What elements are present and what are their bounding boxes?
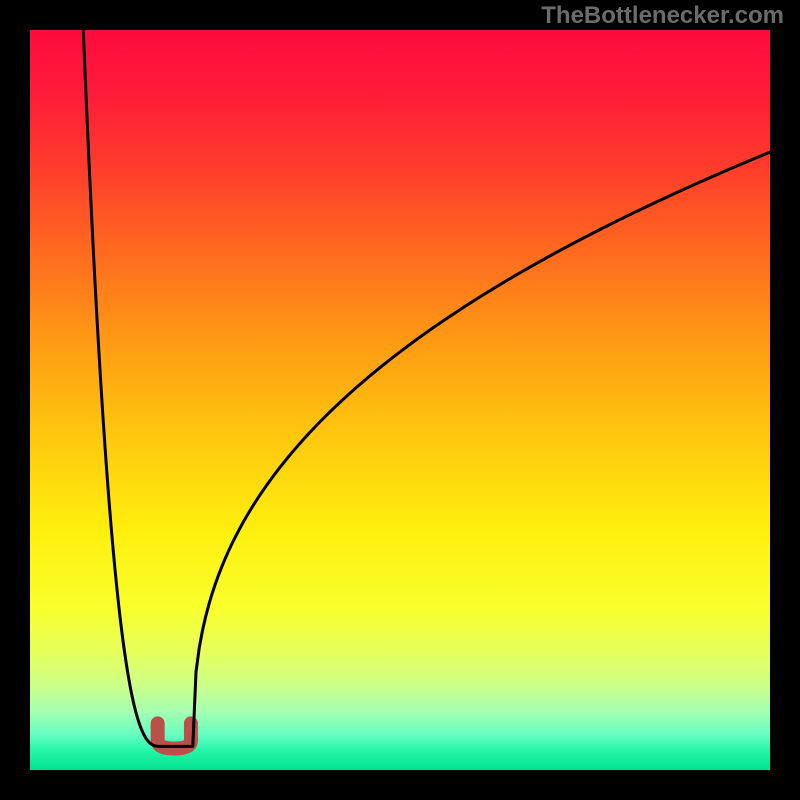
- bottleneck-curve: [83, 30, 770, 746]
- curve-layer: [30, 30, 770, 770]
- chart-stage: TheBottlenecker.com: [0, 0, 800, 800]
- dip-marker: [158, 723, 191, 748]
- watermark-text: TheBottlenecker.com: [541, 2, 784, 30]
- plot-area: [30, 30, 770, 770]
